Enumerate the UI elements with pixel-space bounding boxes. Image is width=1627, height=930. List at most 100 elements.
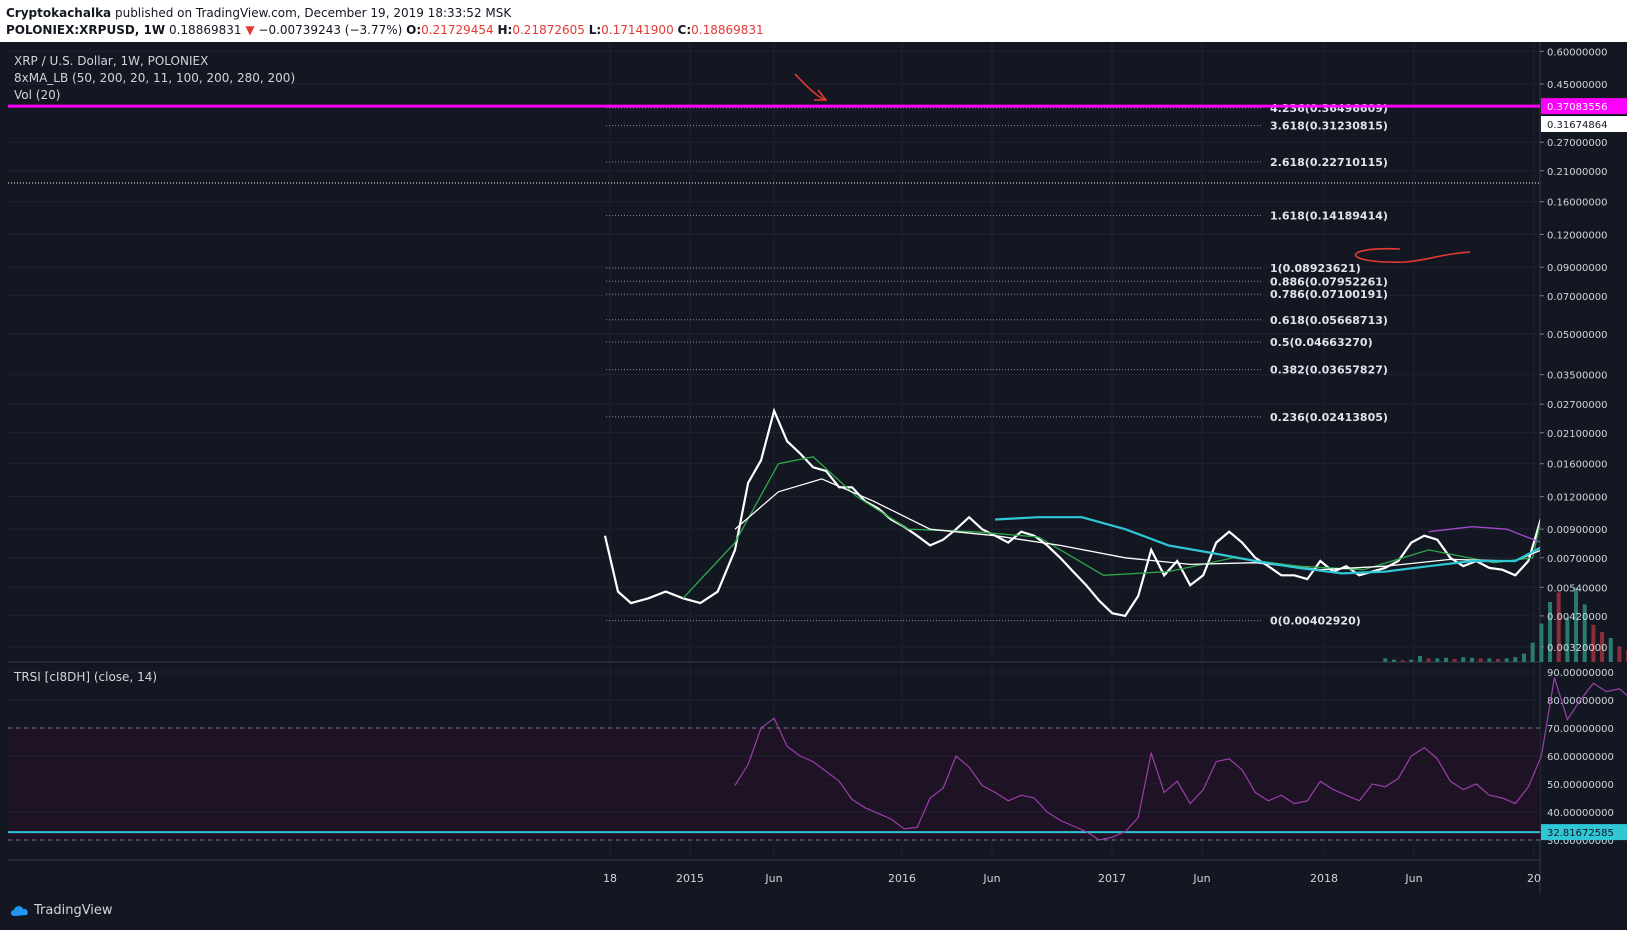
volume-bar	[1617, 646, 1622, 662]
volume-bar	[1574, 587, 1579, 662]
volume-bar	[1452, 659, 1457, 662]
price-tick-label: 0.02100000	[1547, 429, 1607, 440]
fib-label: 3.618(0.31230815)	[1270, 120, 1388, 133]
close-label: C:	[677, 23, 692, 37]
fib-label: 1.618(0.14189414)	[1270, 209, 1388, 222]
volume-bar	[1600, 632, 1605, 662]
open-value: 0.21729454	[421, 23, 494, 37]
price-label: 0.37083556	[1547, 102, 1607, 113]
price-tick-label: 0.45000000	[1547, 80, 1607, 91]
volume-bar	[1409, 659, 1414, 662]
volume-bar	[1548, 602, 1553, 662]
rsi-tick-label: 90.00000000	[1547, 668, 1614, 679]
time-tick-label: 20	[1527, 872, 1541, 885]
price-label: 0.31674864	[1547, 120, 1607, 131]
volume-bar	[1383, 658, 1388, 662]
fib-label: 0(0.00402920)	[1270, 615, 1361, 628]
moving-averages	[603, 407, 1540, 618]
brand-name: TradingView	[34, 903, 113, 918]
volume-bar	[1556, 592, 1561, 662]
price-chart[interactable]: 4.236(0.36496609) 3.618(0.31230815) 2.618(…	[0, 42, 1627, 893]
volume-bar	[1417, 656, 1422, 662]
price-tick-label: 0.27000000	[1547, 138, 1607, 149]
price-tick-label: 0.21000000	[1547, 167, 1607, 178]
time-axis: 18 2015 Jun 2016 Jun 2017 Jun 2018 Jun 20	[603, 872, 1541, 885]
time-tick-label: 18	[603, 872, 617, 885]
time-tick-label: Jun	[1404, 872, 1422, 885]
volume-bar	[1565, 617, 1570, 662]
high-label: H:	[497, 23, 513, 37]
price-tick-label: 0.09000000	[1547, 263, 1607, 274]
published-text: published on TradingView.com, December 1…	[114, 6, 512, 20]
volume-bar	[1391, 659, 1396, 662]
fib-label: 0.5(0.04663270)	[1270, 336, 1373, 349]
rsi-tick-label: 40.00000000	[1547, 808, 1614, 819]
rsi-value-label: 32.81672585	[1547, 828, 1614, 839]
volume-bar	[1426, 658, 1431, 662]
red-curve-annotation	[1354, 247, 1471, 263]
volume-bar	[1513, 657, 1518, 662]
volume-bar	[1487, 658, 1492, 662]
rsi-legend[interactable]: TRSI [cI8DH] (close, 14)	[14, 670, 158, 684]
ohlc-line: POLONIEX:XRPUSD, 1W 0.18869831 ▼ −0.0073…	[6, 23, 764, 37]
rsi-tick-label: 70.00000000	[1547, 724, 1614, 735]
price-change: −0.00739243 (−3.77%)	[258, 23, 403, 37]
footer-bar: TradingView	[0, 893, 1627, 930]
volume-legend[interactable]: Vol (20)	[14, 88, 61, 102]
rsi-line	[734, 677, 1627, 841]
low-value: 0.17141900	[601, 23, 674, 37]
price-tick-label: 0.60000000	[1547, 47, 1607, 58]
volume-bar	[1496, 659, 1501, 662]
volume-bar	[1443, 657, 1448, 662]
volume-bar	[1591, 624, 1596, 662]
price-axis: 0.60000000 0.45000000 0.27000000 0.21000000…	[1540, 47, 1607, 654]
rsi-tick-label: 60.00000000	[1547, 752, 1614, 763]
price-label-bg	[1541, 116, 1627, 133]
last-price: 0.18869831	[168, 23, 242, 37]
rsi-label-bg	[1541, 824, 1627, 841]
fib-label: 0.886(0.07952261)	[1270, 275, 1388, 288]
price-tick-label: 0.07000000	[1547, 292, 1607, 303]
time-tick-label: Jun	[1192, 872, 1210, 885]
publish-line: Cryptokachalka published on TradingView.…	[6, 6, 511, 20]
fibonacci-levels: 4.236(0.36496609) 3.618(0.31230815) 2.618(…	[606, 102, 1388, 628]
volume-bar	[1530, 642, 1535, 662]
fib-label: 0.382(0.03657827)	[1270, 364, 1388, 377]
time-tick-label: 2016	[888, 872, 916, 885]
price-tick-label: 0.01600000	[1547, 460, 1607, 471]
high-value: 0.21872605	[512, 23, 585, 37]
ma-legend[interactable]: 8xMA_LB (50, 200, 20, 11, 100, 200, 280,…	[14, 71, 296, 85]
open-label: O:	[406, 23, 422, 37]
volume-bar	[1504, 658, 1509, 662]
price-tick-label: 0.00900000	[1547, 525, 1607, 536]
price-tick-label: 0.03500000	[1547, 371, 1607, 382]
price-tick-label: 0.01200000	[1547, 492, 1607, 503]
price-tick-label: 0.00700000	[1547, 554, 1607, 565]
symbol-legend[interactable]: XRP / U.S. Dollar, 1W, POLONIEX	[14, 54, 209, 68]
rsi-tick-label: 30.00000000	[1547, 836, 1614, 847]
series-line	[1428, 526, 1540, 543]
volume-bar	[1478, 658, 1483, 662]
price-tick-label: 0.00540000	[1547, 583, 1607, 594]
trsi-indicator: 90.00000000 80.00000000 70.00000000 60.0000…	[8, 668, 1627, 847]
volume-bar	[1582, 604, 1587, 662]
price-tick-label: 0.00320000	[1547, 643, 1607, 654]
tradingview-logo[interactable]: TradingView	[10, 903, 113, 918]
rsi-tick-label: 80.00000000	[1547, 696, 1614, 707]
price-tick-label: 0.16000000	[1547, 198, 1607, 209]
horizontal-levels: 0.37083556 0.31674864	[8, 98, 1627, 184]
price-label-bg	[1541, 98, 1627, 115]
author-name[interactable]: Cryptokachalka	[6, 6, 112, 20]
time-tick-label: 2018	[1310, 872, 1338, 885]
close-value: 0.18869831	[691, 23, 764, 37]
symbol-label: POLONIEX:XRPUSD, 1W	[6, 23, 166, 37]
volume-bar	[1522, 653, 1527, 662]
price-tick-label: 0.00420000	[1547, 612, 1607, 623]
volume-bars	[1383, 587, 1627, 662]
time-tick-label: Jun	[764, 872, 782, 885]
drawn-annotations	[794, 73, 1471, 263]
volume-bar	[1539, 623, 1544, 662]
cloud-icon	[11, 905, 28, 916]
price-tick-label: 0.12000000	[1547, 230, 1607, 241]
red-arrow-annotation	[794, 73, 828, 101]
